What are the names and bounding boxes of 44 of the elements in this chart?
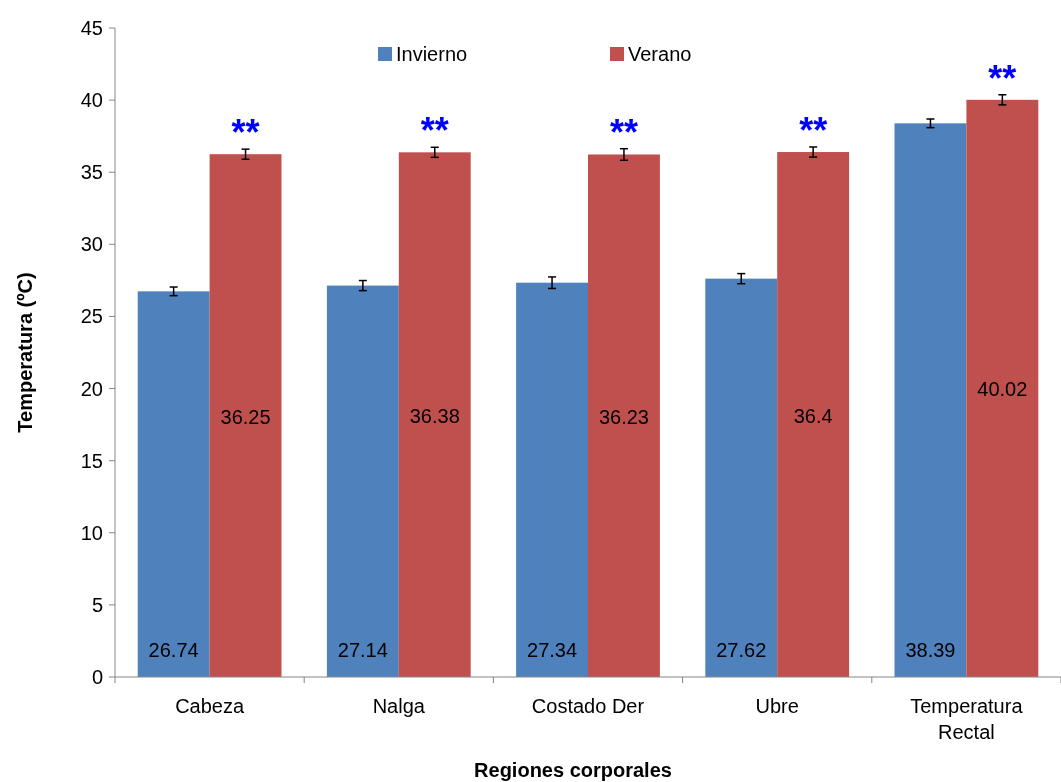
y-tick-label: 40 [80,89,103,112]
x-axis-title: Regiones corporales [474,759,672,781]
y-tick-label: 30 [80,233,103,256]
data-label: 27.62 [716,639,767,661]
bar [398,152,471,677]
bar [705,278,778,677]
data-label: 27.14 [337,639,388,661]
annotation: ** [988,57,1017,99]
data-label: 36.38 [409,404,460,427]
y-tick-label: 15 [80,449,103,472]
x-tick-label: Temperatura Rectal [910,695,1024,743]
data-label: 27.34 [527,639,578,661]
x-tick-label: Costado Der [531,695,645,717]
y-tick-label: 0 [91,666,103,688]
data-label: 36.23 [598,405,649,428]
legend-label: Verano [628,43,692,65]
annotation: ** [799,109,828,151]
legend-label: Invierno [396,43,468,65]
annotation: ** [420,110,449,152]
x-tick-label: Cabeza [175,695,245,717]
data-label: 40.02 [977,378,1028,401]
annotation: ** [609,111,638,153]
x-tick-label: Ubre [755,695,799,717]
data-label: 36.4 [793,404,833,427]
y-tick-label: 10 [80,521,103,544]
data-label: 26.74 [148,639,199,661]
bar [209,154,282,677]
data-label: 36.25 [220,405,271,428]
bar [777,152,850,677]
y-tick-label: 5 [91,593,103,616]
bar [966,99,1039,677]
bar [894,123,967,677]
bar [326,285,399,677]
y-tick-label: 25 [80,305,103,328]
y-tick-label: 35 [80,161,103,184]
y-tick-label: 45 [80,17,103,39]
y-axis-title: Temperatura (ºC) [14,272,36,433]
bar [516,282,588,677]
data-label: 38.39 [905,639,956,661]
bar [137,291,210,677]
x-tick-label: Nalga [372,695,426,717]
y-tick-label: 20 [80,377,103,400]
bar [588,154,660,677]
annotation: ** [231,112,260,154]
